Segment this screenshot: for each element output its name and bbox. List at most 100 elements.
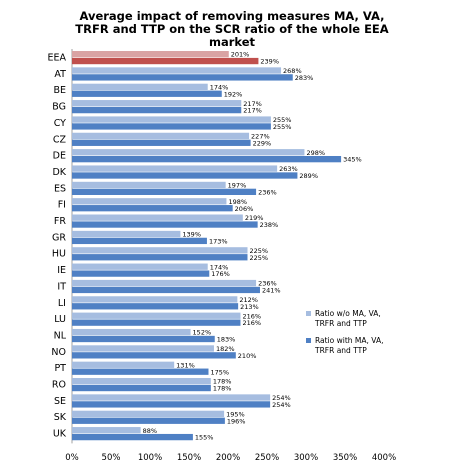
data-label-bg-series-2: 217% <box>243 107 262 115</box>
chart-title-line-3: market <box>208 35 256 49</box>
data-label-lu-series-1: 216% <box>242 312 261 320</box>
bar-lu-series-2 <box>72 319 241 326</box>
bar-de-series-1 <box>72 149 305 156</box>
data-label-uk-series-1: 88% <box>143 427 157 435</box>
bar-gr-series-1 <box>72 230 181 238</box>
x-tick-label-5: 250% <box>255 453 279 463</box>
bar-gr-series-2 <box>72 237 207 245</box>
bar-cz-series-1 <box>72 132 250 140</box>
data-label-gr-series-2: 173% <box>209 237 228 245</box>
data-label-ro-series-2: 178% <box>213 385 232 393</box>
bar-bg-series-2 <box>72 106 242 114</box>
bar-hu-series-1 <box>72 247 248 254</box>
bar-ro-series-1 <box>72 378 211 385</box>
x-tick-label-4: 200% <box>216 453 240 463</box>
bar-cy-series-1 <box>72 116 271 123</box>
bar-eea-series-1 <box>72 51 229 58</box>
category-label-it: IT <box>57 281 66 292</box>
bar-dk-series-2 <box>72 172 298 179</box>
category-label-pt: PT <box>54 363 66 374</box>
bar-fr-series-2 <box>72 221 258 228</box>
data-label-ro-series-1: 178% <box>213 378 232 386</box>
data-label-dk-series-1: 263% <box>279 165 298 173</box>
data-label-be-series-1: 174% <box>210 83 229 91</box>
bar-no-series-2 <box>72 352 236 359</box>
data-label-cy-series-2: 255% <box>273 123 292 131</box>
bar-bg-series-1 <box>72 100 242 107</box>
category-label-be: BE <box>53 85 66 96</box>
x-tick-label-2: 100% <box>138 453 162 463</box>
bar-ie-series-1 <box>72 263 208 270</box>
legend-swatch-series-2 <box>306 338 311 343</box>
category-label-at: AT <box>54 69 66 80</box>
data-label-pt-series-1: 131% <box>176 361 195 369</box>
category-label-se: SE <box>54 396 66 407</box>
bar-nl-series-1 <box>72 328 191 336</box>
data-label-nl-series-1: 152% <box>193 329 212 337</box>
bar-uk-series-1 <box>72 427 141 434</box>
bar-at-series-1 <box>72 67 282 74</box>
chart-title: Average impact of removing measures MA, … <box>0 10 464 49</box>
bar-be-series-2 <box>72 90 222 97</box>
legend-label-series-2-line-1: Ratio with MA, VA, <box>315 336 383 345</box>
category-label-es: ES <box>54 183 66 194</box>
category-label-eea: EEA <box>47 53 66 64</box>
data-label-de-series-2: 345% <box>343 156 362 164</box>
bar-sk-series-1 <box>72 410 225 417</box>
category-label-cy: CY <box>54 118 66 129</box>
bar-uk-series-2 <box>72 433 193 441</box>
data-label-uk-series-2: 155% <box>195 434 214 442</box>
bar-ro-series-2 <box>72 384 211 392</box>
x-tick-label-8: 400% <box>372 453 396 463</box>
category-label-ro: RO <box>52 380 66 391</box>
data-label-ie-series-2: 176% <box>211 270 230 278</box>
x-tick-label-1: 50% <box>102 453 121 463</box>
category-label-fr: FR <box>54 216 66 227</box>
data-label-dk-series-2: 289% <box>299 172 318 180</box>
data-label-it-series-1: 236% <box>258 280 277 288</box>
bar-fi-series-2 <box>72 205 233 212</box>
bar-fr-series-1 <box>72 214 243 221</box>
data-label-sk-series-2: 196% <box>227 417 246 425</box>
data-label-se-series-2: 254% <box>272 401 291 409</box>
data-label-hu-series-2: 225% <box>250 254 269 262</box>
data-label-eea-series-2: 239% <box>260 58 279 66</box>
x-tick-label-3: 150% <box>177 453 201 463</box>
category-label-ie: IE <box>57 265 66 276</box>
data-label-de-series-1: 298% <box>306 149 325 157</box>
data-label-at-series-1: 268% <box>283 67 302 75</box>
bar-it-series-2 <box>72 286 260 294</box>
data-label-fi-series-1: 198% <box>228 198 247 206</box>
category-label-fi: FI <box>58 200 66 211</box>
bar-se-series-2 <box>72 401 271 408</box>
data-label-ie-series-1: 174% <box>210 263 229 271</box>
bar-ie-series-2 <box>72 270 210 277</box>
legend-label-series-1-line-1: Ratio w/o MA, VA, <box>315 309 381 318</box>
data-label-be-series-2: 192% <box>224 90 243 98</box>
data-label-sk-series-1: 195% <box>226 410 245 418</box>
legend-label-series-1-line-2: TRFR and TTP <box>314 319 367 328</box>
category-label-dk: DK <box>52 167 66 178</box>
bar-eea-series-2 <box>72 57 259 65</box>
x-tick-label-0: 0% <box>65 453 79 463</box>
legend-label-series-2-line-2: TRFR and TTP <box>314 346 367 355</box>
data-label-li-series-2: 213% <box>240 303 259 311</box>
category-label-nl: NL <box>54 330 67 341</box>
data-label-nl-series-2: 183% <box>217 336 236 344</box>
category-label-uk: UK <box>53 429 67 440</box>
bar-at-series-2 <box>72 74 293 81</box>
data-label-se-series-1: 254% <box>272 394 291 402</box>
bar-hu-series-2 <box>72 254 248 261</box>
bar-no-series-1 <box>72 345 214 352</box>
category-label-gr: GR <box>52 232 66 243</box>
legend-swatch-series-1 <box>306 311 311 316</box>
bar-nl-series-2 <box>72 335 215 343</box>
bar-fi-series-1 <box>72 198 227 205</box>
data-label-cz-series-2: 229% <box>253 139 272 147</box>
category-label-cz: CZ <box>53 134 67 145</box>
category-label-bg: BG <box>52 102 66 113</box>
data-label-cy-series-1: 255% <box>273 116 292 124</box>
data-label-it-series-2: 241% <box>262 287 281 295</box>
bar-se-series-1 <box>72 394 271 401</box>
